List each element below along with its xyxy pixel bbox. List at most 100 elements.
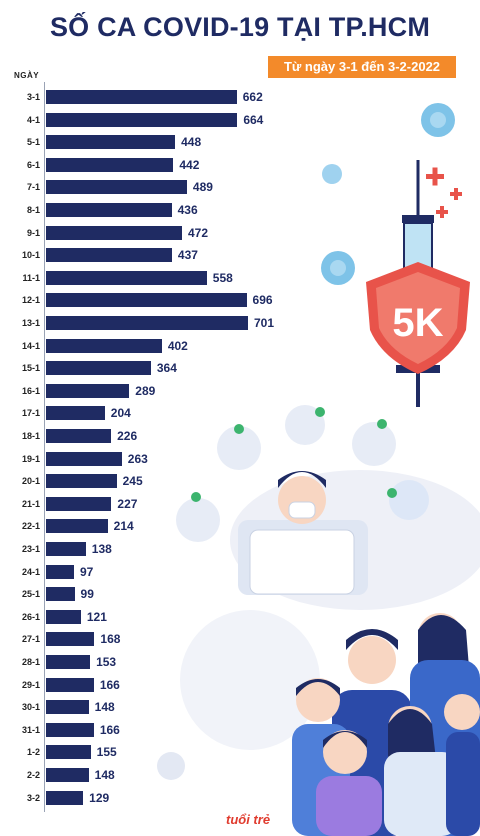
bar — [46, 451, 122, 466]
bar — [46, 157, 174, 172]
bar-value-label: 402 — [167, 338, 188, 353]
bar-value-label: 148 — [94, 768, 115, 782]
bar — [46, 564, 74, 579]
bar-value-label: 696 — [252, 293, 273, 308]
category-tick-label: 24-1 — [21, 566, 40, 577]
category-tick-label: 31-1 — [21, 724, 40, 735]
category-tick-label: 3-1 — [26, 92, 40, 102]
category-tick-label: 25-1 — [21, 589, 40, 600]
category-tick-label: 2-2 — [26, 770, 40, 780]
bar-value-label: 701 — [254, 316, 275, 330]
bar — [46, 790, 84, 805]
chart-title: SỐ CA COVID-19 TẠI TP.HCM — [49, 12, 431, 42]
chart-subtitle: Từ ngày 3-1 đến 3-2-2022 — [268, 56, 456, 78]
bar-value-label: 664 — [243, 112, 264, 127]
bar-value-label: 227 — [117, 496, 138, 511]
bar-value-label: 436 — [177, 203, 198, 217]
category-tick-label: 23-1 — [21, 544, 40, 554]
bar — [46, 338, 162, 353]
category-tick-label: 22-1 — [21, 521, 40, 532]
doctor-icon — [238, 471, 368, 595]
bar-value-label: 437 — [177, 248, 198, 263]
bar-value-label: 166 — [99, 722, 120, 737]
category-tick-label: 26-1 — [21, 611, 40, 622]
bar — [46, 316, 248, 330]
bar — [46, 180, 187, 195]
bar-value-label: 263 — [127, 451, 148, 466]
category-tick-label: 9-1 — [26, 227, 40, 238]
y-axis-label: NGÀY — [14, 71, 40, 80]
category-tick-label: 7-1 — [26, 182, 40, 193]
bar-value-label: 226 — [117, 429, 138, 443]
category-tick-label: 6-1 — [26, 159, 40, 170]
bar-value-label: 489 — [192, 180, 213, 195]
bar-value-label: 155 — [96, 745, 117, 760]
category-tick-label: 8-1 — [26, 205, 40, 215]
bar — [46, 632, 95, 647]
bar-value-label: 442 — [179, 157, 200, 172]
category-tick-label: 29-1 — [21, 679, 40, 690]
bar — [46, 700, 89, 715]
category-tick-label: 30-1 — [21, 702, 40, 713]
category-tick-label: 4-1 — [26, 114, 40, 125]
category-tick-label: 28-1 — [21, 657, 40, 667]
bar — [46, 112, 238, 127]
bar-value-label: 168 — [100, 632, 121, 647]
bar — [46, 406, 105, 421]
category-tick-label: 21-1 — [21, 498, 40, 509]
bar — [46, 745, 91, 760]
bar-value-label: 214 — [113, 519, 134, 534]
bar-value-label: 129 — [89, 790, 110, 805]
bar-value-label: 472 — [188, 225, 209, 240]
bar — [46, 383, 130, 398]
bar-value-label: 99 — [80, 587, 94, 602]
bar-value-label: 364 — [156, 361, 177, 376]
plus-icon — [426, 167, 462, 218]
virus-icon — [421, 103, 455, 137]
bar — [46, 655, 91, 669]
virus-icon — [157, 752, 185, 780]
mask-badge-icon — [176, 405, 429, 542]
bar-value-label: 166 — [99, 677, 120, 692]
shield-icon: 5K — [366, 262, 470, 374]
category-tick-label: 5-1 — [26, 137, 40, 148]
shield-label: 5K — [392, 301, 443, 345]
virus-icon — [322, 164, 342, 184]
category-tick-label: 3-2 — [26, 792, 40, 803]
bar-value-label: 662 — [242, 90, 263, 104]
category-tick-label: 20-1 — [21, 476, 40, 487]
bar — [46, 270, 207, 285]
bar — [46, 361, 151, 376]
bar-value-label: 97 — [79, 564, 94, 579]
bar — [46, 496, 112, 511]
bar-value-label: 121 — [86, 609, 107, 624]
bar — [46, 587, 75, 602]
bar — [46, 248, 172, 263]
bar — [46, 722, 94, 737]
bar — [46, 203, 172, 217]
category-tick-label: 14-1 — [21, 340, 40, 351]
virus-icon — [321, 251, 355, 285]
bar — [46, 90, 237, 104]
bar — [46, 677, 94, 692]
category-tick-label: 13-1 — [21, 318, 40, 328]
bar — [46, 429, 112, 443]
bar-value-label: 153 — [96, 655, 117, 669]
category-tick-label: 11-1 — [22, 272, 40, 283]
category-tick-label: 17-1 — [21, 408, 40, 419]
category-tick-label: 10-1 — [21, 250, 40, 261]
category-tick-label: 16-1 — [21, 385, 40, 396]
bar-value-label: 245 — [122, 474, 143, 489]
bar — [46, 293, 247, 308]
people-crowd-icon — [292, 613, 480, 836]
bar-value-label: 289 — [135, 383, 156, 398]
bar-value-label: 138 — [91, 542, 112, 556]
bar — [46, 474, 117, 489]
category-tick-label: 12-1 — [21, 295, 40, 306]
bar — [46, 542, 86, 556]
bar — [46, 135, 176, 150]
bar-value-label: 448 — [181, 135, 202, 150]
virus-bg-icon — [180, 610, 320, 750]
